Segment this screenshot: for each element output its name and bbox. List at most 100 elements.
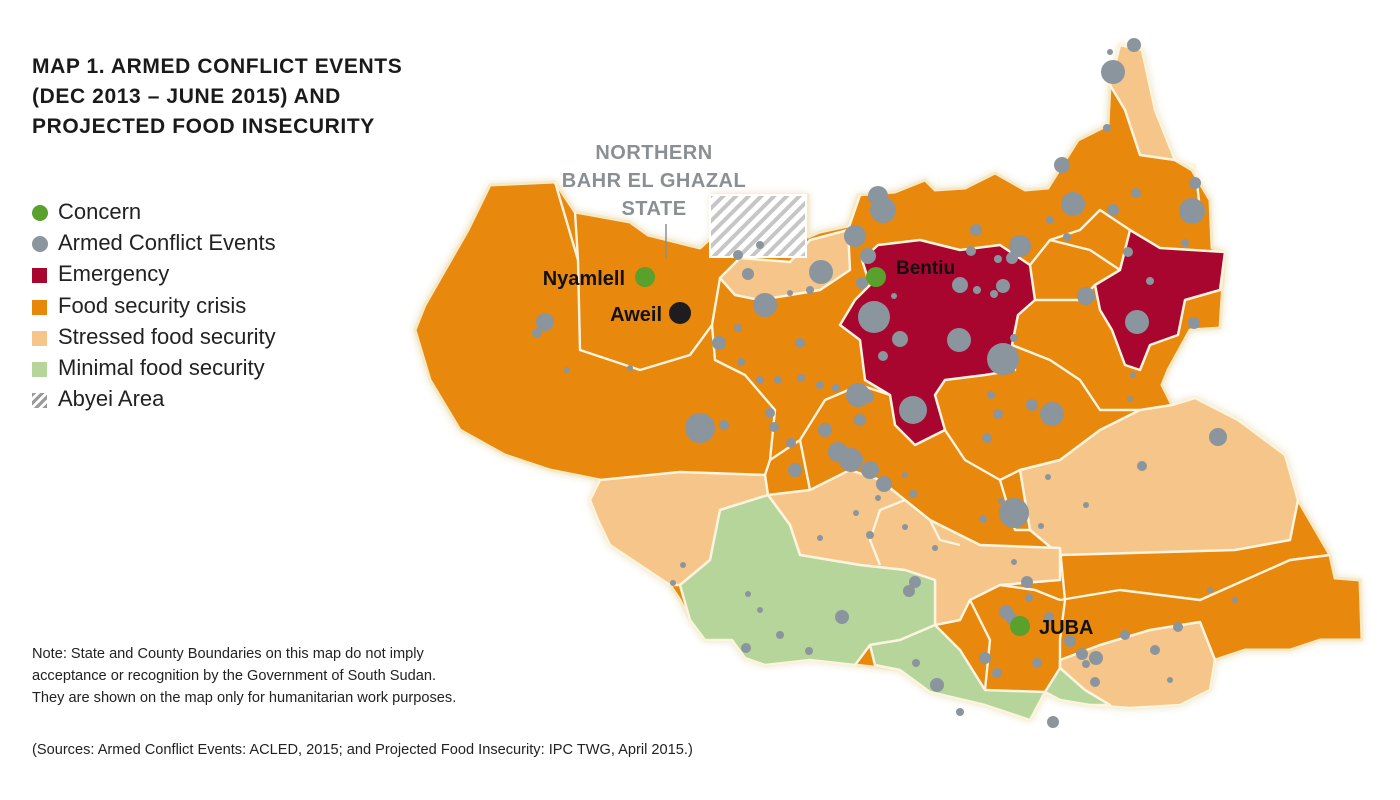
conflict-event-dot: [1150, 645, 1160, 655]
map-note: Note: State and County Boundaries on thi…: [32, 643, 502, 709]
conflict-event-dot: [1009, 235, 1031, 257]
legend-label: Stressed food security: [58, 323, 276, 349]
region-label-line-2: BAHR EL GHAZAL: [562, 170, 746, 192]
conflict-event-dot: [786, 438, 796, 448]
conflict-event-dot: [903, 585, 915, 597]
conflict-event-dot: [1040, 402, 1064, 426]
conflict-event-dot: [805, 647, 813, 655]
conflict-event-dot: [797, 374, 805, 382]
conflict-event-dot: [532, 328, 542, 338]
conflict-event-dot: [866, 531, 874, 539]
conflict-event-dot: [809, 260, 833, 284]
aweil-marker: [669, 302, 691, 324]
conflict-event-dot: [860, 248, 876, 264]
conflict-event-dot: [996, 279, 1010, 293]
stressed-region-east: [1018, 396, 1300, 557]
conflict-event-dot: [1137, 461, 1147, 471]
conflict-event-dot: [999, 498, 1029, 528]
conflict-event-dot: [536, 313, 554, 331]
conflict-event-dot: [1167, 677, 1173, 683]
conflict-event-dot: [902, 472, 908, 478]
conflict-event-dot: [774, 376, 782, 384]
aweil-label: Aweil: [610, 304, 662, 326]
bentiu-marker: [866, 267, 886, 287]
conflict-event-dot: [990, 290, 998, 298]
legend-label: Food security crisis: [58, 292, 247, 318]
conflict-event-dot: [787, 290, 793, 296]
conflict-event-dot: [806, 286, 814, 294]
conflict-event-dot: [973, 286, 981, 294]
conflict-event-dot: [712, 336, 726, 350]
conflict-event-dot: [627, 365, 633, 371]
conflict-event-dot: [776, 631, 784, 639]
conflict-event-dot: [742, 268, 754, 280]
conflict-event-dot: [757, 607, 763, 613]
conflict-event-dot: [891, 293, 897, 299]
conflict-event-dot: [1047, 716, 1059, 728]
conflict-event-dot: [878, 351, 888, 361]
stressed-region-northeast: [1108, 43, 1177, 162]
conflict-event-dot: [1101, 60, 1125, 84]
conflict-event-dot: [979, 515, 987, 523]
conflict-event-dot: [1064, 635, 1076, 647]
map-title-line-1: MAP 1. ARMED CONFLICT EVENTS: [32, 55, 403, 78]
conflict-event-dot: [858, 301, 890, 333]
emergency-region-upper-nile: [1093, 228, 1227, 372]
conflict-event-dot: [734, 324, 742, 332]
conflict-event-dot: [1127, 396, 1133, 402]
conflict-event-dot: [1131, 188, 1141, 198]
conflict-event-dot: [1006, 252, 1018, 264]
emergency-swatch-icon: [32, 268, 47, 284]
conflict-event-dot: [1232, 597, 1238, 603]
conflict-event-dot: [993, 409, 1003, 419]
minimal-swatch-icon: [32, 361, 47, 377]
juba-marker: [1010, 616, 1030, 636]
conflict-event-dot: [909, 490, 917, 498]
conflict-event-dot: [1127, 38, 1141, 52]
conflict-event-dot: [876, 476, 892, 492]
conflict-event-dot: [817, 535, 823, 541]
nyamlell-label: Nyamlell: [543, 268, 625, 290]
conflict-event-dot: [853, 510, 859, 516]
conflict-event-dot: [966, 246, 976, 256]
sources-citation: (Sources: Armed Conflict Events: ACLED, …: [32, 742, 693, 758]
conflict-event-dot: [930, 678, 944, 692]
conflict-event-dot: [1045, 474, 1051, 480]
conflict-event-dot: [818, 423, 832, 437]
conflict-event-dot: [956, 708, 964, 716]
map-title-line-2: (DEC 2013 – JUNE 2015) AND: [32, 85, 341, 108]
map-title: MAP 1. ARMED CONFLICT EVENTS (DEC 2013 –…: [32, 52, 452, 142]
note-line-3: They are shown on the map only for human…: [32, 690, 457, 706]
conflict-event-dot: [816, 381, 824, 389]
conflict-event-dot: [719, 420, 729, 430]
conflict-event-dot: [1054, 157, 1070, 173]
conflict-event-dot: [1038, 523, 1044, 529]
conflict-event-dot: [1063, 233, 1071, 241]
conflict-event-dot: [982, 433, 992, 443]
conflict-event-dot: [1046, 216, 1054, 224]
conflict-event-dot: [1130, 372, 1136, 378]
conflict-event-dot: [1125, 310, 1149, 334]
legend-label: Armed Conflict Events: [58, 230, 276, 256]
crisis-swatch-icon: [32, 299, 47, 315]
conflict-event-dot: [680, 562, 686, 568]
conflict-event-dot: [1146, 277, 1154, 285]
conflict-event-dot: [1077, 287, 1095, 305]
conflict-event-dot: [1089, 651, 1103, 665]
conflict-event-dot: [892, 331, 908, 347]
conflict-event-dot: [932, 545, 938, 551]
conflict-event-dot: [947, 328, 971, 352]
conflict-event-dot: [788, 463, 802, 477]
conflict-event-dot: [1011, 559, 1017, 565]
conflict-event-dot: [1107, 204, 1119, 216]
conflict-event-dot: [998, 498, 1004, 504]
conflict-event-dot: [992, 668, 1002, 678]
conflict-event-dot: [737, 358, 745, 366]
stressed-swatch-icon: [32, 330, 47, 346]
conflict-event-dot: [670, 580, 676, 586]
conflict-event-dot: [745, 591, 751, 597]
conflict-event-dot: [1032, 658, 1042, 668]
conflict-event-dot: [875, 495, 881, 501]
conflict-event-dot: [795, 338, 805, 348]
northern-bahr-el-ghazal-label: NORTHERN BAHR EL GHAZAL STATE: [562, 142, 746, 258]
